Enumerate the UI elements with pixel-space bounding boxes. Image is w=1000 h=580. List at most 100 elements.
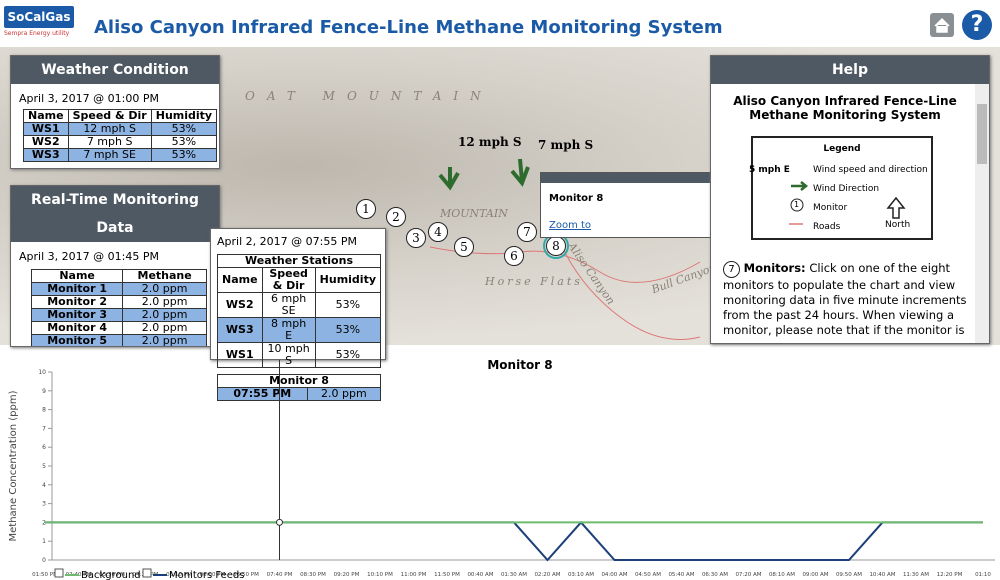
- home-button[interactable]: [930, 13, 954, 37]
- logo: SoCalGas Sempra Energy utility: [4, 6, 82, 40]
- monitor-marker[interactable]: 2: [386, 207, 406, 227]
- x-tick-label: 01:50 PM: [32, 572, 58, 578]
- header-cell: Name: [218, 268, 263, 293]
- x-tick-label: 06:30 AM: [702, 572, 728, 578]
- cell: 12 mph S: [68, 123, 151, 136]
- y-tick-label: 1: [42, 538, 46, 545]
- chart: Monitor 8Methane Concentration (ppm)0123…: [0, 345, 1000, 580]
- y-tick-label: 7: [42, 425, 46, 432]
- x-tick-label: 09:20 PM: [334, 572, 360, 578]
- x-tick-label: 07:40 PM: [267, 572, 293, 578]
- cell: WS3: [24, 149, 69, 162]
- cell: 2.0 ppm: [123, 309, 207, 322]
- cell: Monitor 1: [32, 283, 123, 296]
- logo-sub: Sempra Energy utility: [4, 30, 69, 37]
- x-tick-label: 04:50 AM: [635, 572, 661, 578]
- help-subheading: Monitors:: [744, 261, 806, 275]
- header-row: Weather Stations: [218, 255, 381, 268]
- header-row: NameMethane: [32, 270, 207, 283]
- monitor-marker[interactable]: 7: [517, 222, 537, 242]
- y-tick-label: 4: [42, 482, 46, 489]
- legend-monitor-num: 1: [794, 200, 799, 209]
- help-text: 7 Monitors: Click on one of the eight mo…: [723, 261, 967, 338]
- legend-item: Wind speed and direction: [813, 165, 928, 175]
- header-cell: Weather Stations: [218, 255, 381, 268]
- scroll-thumb[interactable]: [977, 104, 987, 164]
- y-tick-label: 8: [42, 407, 46, 414]
- wind-label: 12 mph S: [458, 135, 522, 149]
- y-tick-label: 0: [42, 557, 46, 564]
- cell: 53%: [315, 318, 380, 343]
- header-row: NameSpeed & DirHumidity: [24, 110, 217, 123]
- cell: 53%: [151, 136, 216, 149]
- home-icon: [930, 13, 954, 37]
- header-cell: Methane: [123, 270, 207, 283]
- monitor-marker[interactable]: 4: [428, 222, 448, 242]
- cell: Monitor 4: [32, 322, 123, 335]
- chart-tooltip: April 2, 2017 @ 07:55 PM Weather Station…: [210, 228, 386, 360]
- chart-title: Monitor 8: [487, 358, 552, 372]
- page: {"header":{"logo":"SoCalGas","logo_sub":…: [0, 0, 1000, 580]
- x-tick-label: 04:00 AM: [601, 572, 627, 578]
- x-tick-label: 05:40 AM: [668, 572, 694, 578]
- legend-checkbox[interactable]: [55, 569, 63, 577]
- north-label: North: [885, 220, 910, 230]
- logo-mark: SoCalGas: [4, 6, 74, 28]
- y-tick-label: 6: [42, 444, 46, 451]
- header-cell: Humidity: [151, 110, 216, 123]
- map-label: MOUNTAIN: [440, 207, 508, 220]
- panel-title: Help: [711, 56, 989, 84]
- cell: WS3: [218, 318, 263, 343]
- hover-point: [277, 519, 283, 525]
- monitor-marker[interactable]: 6: [504, 246, 524, 266]
- header-cell: Speed & Dir: [262, 268, 315, 293]
- legend-checkbox[interactable]: [143, 569, 151, 577]
- panel-title: Real-Time Monitoring Data: [11, 186, 219, 242]
- y-tick-label: 9: [42, 388, 46, 395]
- legend-label: Background: [81, 570, 141, 580]
- legend-box: Legend 5 mph E 1 Wind speed and directio…: [751, 136, 933, 240]
- cell: WS1: [24, 123, 69, 136]
- legend-item: Wind Direction: [813, 184, 879, 194]
- x-tick-label: 09:50 AM: [836, 572, 862, 578]
- header-row: NameSpeed & DirHumidity: [218, 268, 381, 293]
- legend-item: Roads: [813, 222, 840, 232]
- monitor-marker[interactable]: 8: [546, 236, 566, 256]
- monitor-marker[interactable]: 1: [356, 199, 376, 219]
- x-tick-label: 08:10 AM: [769, 572, 795, 578]
- realtime-table: NameMethaneMonitor 12.0 ppmMonitor 22.0 …: [31, 269, 207, 347]
- legend-label: Monitors Feeds: [169, 570, 244, 580]
- help-button[interactable]: ?: [962, 10, 992, 40]
- cell: 2.0 ppm: [123, 322, 207, 335]
- panel-date: April 3, 2017 @ 01:00 PM: [19, 92, 219, 105]
- table-row: WS27 mph S53%: [24, 136, 217, 149]
- tooltip-date: April 2, 2017 @ 07:55 PM: [217, 235, 385, 248]
- x-tick-label: 01:10: [975, 572, 991, 578]
- x-tick-label: 11:00 PM: [401, 572, 427, 578]
- cell: 6 mph SE: [262, 293, 315, 318]
- legend-item: Monitor: [813, 203, 847, 213]
- table-row: Monitor 32.0 ppm: [32, 309, 207, 322]
- cell: 8 mph E: [262, 318, 315, 343]
- y-axis-label: Methane Concentration (ppm): [8, 390, 19, 541]
- table-row: WS26 mph SE53%: [218, 293, 381, 318]
- header-cell: Name: [24, 110, 69, 123]
- monitor-marker[interactable]: 5: [454, 237, 474, 257]
- scrollbar[interactable]: [975, 84, 989, 343]
- app-title: Aliso Canyon Infrared Fence-Line Methane…: [94, 17, 723, 38]
- monitor-marker[interactable]: 3: [406, 228, 426, 248]
- monitor-icon: 7: [723, 261, 740, 278]
- cell: Monitor 3: [32, 309, 123, 322]
- cell: 53%: [151, 149, 216, 162]
- y-tick-label: 3: [42, 501, 46, 508]
- series-line: [45, 522, 983, 560]
- panel-date: April 3, 2017 @ 01:45 PM: [19, 250, 219, 263]
- cell: WS2: [218, 293, 263, 318]
- x-tick-label: 02:20 AM: [534, 572, 560, 578]
- header-cell: Speed & Dir: [68, 110, 151, 123]
- header-cell: Name: [32, 270, 123, 283]
